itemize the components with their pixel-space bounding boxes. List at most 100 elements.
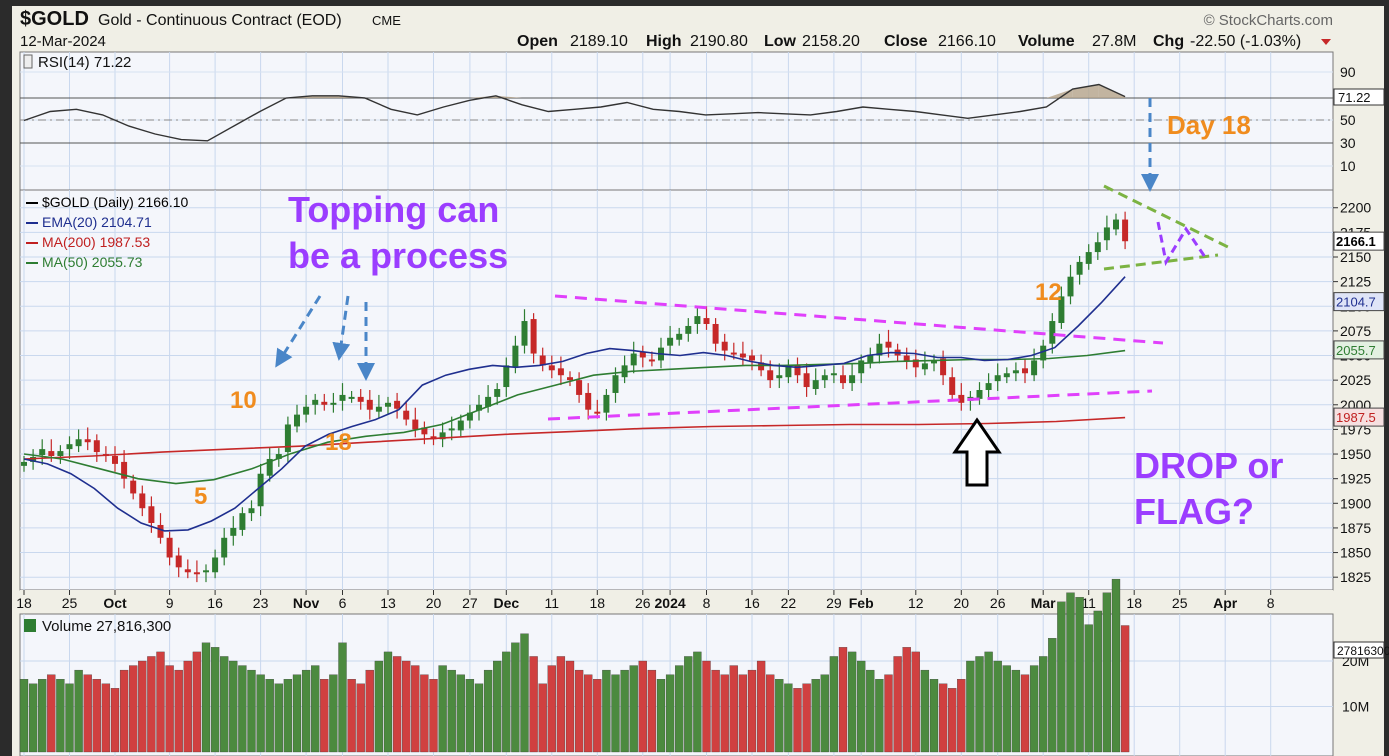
- candle-body: [1022, 368, 1028, 374]
- candle-body: [84, 439, 91, 443]
- candle-body: [849, 375, 856, 384]
- x-tick-label: 18: [1126, 595, 1142, 611]
- volume-bar: [119, 669, 129, 753]
- price-panel: 2200217521502125210020752050202520001975…: [19, 98, 1385, 591]
- flag-lower-line: [1103, 253, 1219, 271]
- candle-body: [639, 351, 646, 358]
- candle-body: [1031, 360, 1038, 376]
- x-tick-label: 26: [990, 595, 1006, 611]
- candle-body: [976, 390, 983, 399]
- volume-bar: [74, 669, 83, 753]
- candle-body: [330, 402, 337, 405]
- candle-body: [175, 555, 182, 568]
- x-tick-label: 29: [826, 595, 842, 611]
- candle-body: [48, 451, 55, 457]
- candle-body: [166, 537, 173, 558]
- volume-bar: [702, 660, 711, 753]
- volume-bar: [165, 665, 174, 753]
- candle-body: [858, 360, 865, 374]
- volume-bar: [365, 669, 374, 753]
- close-label: Close: [884, 33, 928, 50]
- volume-tick-label: 10M: [1342, 699, 1369, 715]
- volume-bar: [329, 674, 338, 753]
- candle-body: [530, 319, 537, 354]
- candle-body: [66, 444, 73, 450]
- x-tick-label: 18: [590, 595, 606, 611]
- volume-bar: [65, 683, 74, 753]
- x-tick-label: 26: [635, 595, 651, 611]
- x-tick-label: 20: [426, 595, 442, 611]
- price-tag: [1333, 340, 1385, 360]
- close-value: 2166.10: [938, 33, 996, 50]
- volume-bar: [292, 674, 302, 753]
- rsi-line: [23, 83, 1126, 142]
- candle-body: [876, 343, 883, 356]
- x-tick-label: 27: [462, 595, 478, 611]
- candle-body: [648, 359, 655, 362]
- volume-bar: [92, 679, 101, 753]
- volume-bar: [383, 651, 393, 753]
- candle-body: [221, 537, 228, 558]
- candle-body: [994, 375, 1001, 382]
- candle-body: [585, 392, 592, 410]
- volume-bar: [1093, 610, 1102, 753]
- price-tick-label: 2125: [1340, 274, 1371, 290]
- volume-bar: [301, 669, 311, 753]
- candle-body: [1049, 321, 1056, 344]
- volume-bar: [247, 669, 256, 753]
- volume-bar: [129, 665, 138, 753]
- volume-bar: [593, 679, 602, 753]
- volume-bar: [210, 647, 220, 753]
- volume-bar: [984, 651, 993, 753]
- volume-bar: [966, 660, 975, 753]
- volume-bar: [474, 683, 484, 753]
- quote-date: 12-Mar-2024: [20, 33, 106, 50]
- x-tick-label: 8: [1267, 595, 1275, 611]
- candle-body: [476, 404, 482, 411]
- x-tick-label: Oct: [103, 595, 127, 611]
- exchange: CME: [372, 13, 401, 28]
- candle-body: [694, 316, 701, 324]
- x-tick-label: Apr: [1213, 595, 1238, 611]
- candle-body: [667, 337, 674, 346]
- volume-bar: [420, 674, 429, 753]
- candle-body: [931, 360, 937, 364]
- candle-body: [594, 411, 601, 414]
- candle-body: [548, 365, 555, 371]
- volume-bar: [720, 674, 729, 753]
- candle-body: [339, 394, 346, 401]
- candle-body: [557, 368, 564, 376]
- volume-bar: [738, 674, 748, 753]
- candle-body: [357, 396, 364, 402]
- candle-body: [439, 432, 446, 440]
- volume-bar: [756, 660, 766, 753]
- volume-bar: [28, 683, 38, 753]
- candle-body: [203, 570, 209, 573]
- legend-entry: MA(200) 1987.53: [42, 234, 150, 250]
- volume-bar: [629, 665, 638, 753]
- candle-body: [612, 375, 619, 393]
- candle-body: [503, 365, 510, 388]
- candle-body: [466, 412, 473, 421]
- volume-bar: [665, 674, 675, 753]
- x-tick-label: Feb: [849, 595, 874, 611]
- price-tag-text: 2166.1: [1336, 234, 1376, 249]
- volume-bar: [993, 660, 1002, 753]
- volume-value: 27.8M: [1092, 33, 1136, 50]
- volume-bar: [584, 674, 593, 753]
- candle-body: [348, 396, 355, 399]
- arrow-1: [275, 295, 322, 368]
- volume-bar: [456, 674, 465, 753]
- candle-body: [494, 389, 501, 397]
- volume-bar: [1102, 592, 1112, 753]
- candle-body: [703, 318, 710, 324]
- candle-body: [184, 569, 191, 573]
- price-tag: [1333, 292, 1385, 312]
- arrow-2: [332, 295, 351, 361]
- symbol: $GOLD: [20, 8, 89, 30]
- volume-bar: [766, 674, 775, 753]
- volume-bar: [847, 651, 857, 753]
- volume-label: Volume: [1018, 33, 1075, 50]
- volume-bar: [775, 679, 784, 753]
- flag-zigzag: [1156, 221, 1207, 267]
